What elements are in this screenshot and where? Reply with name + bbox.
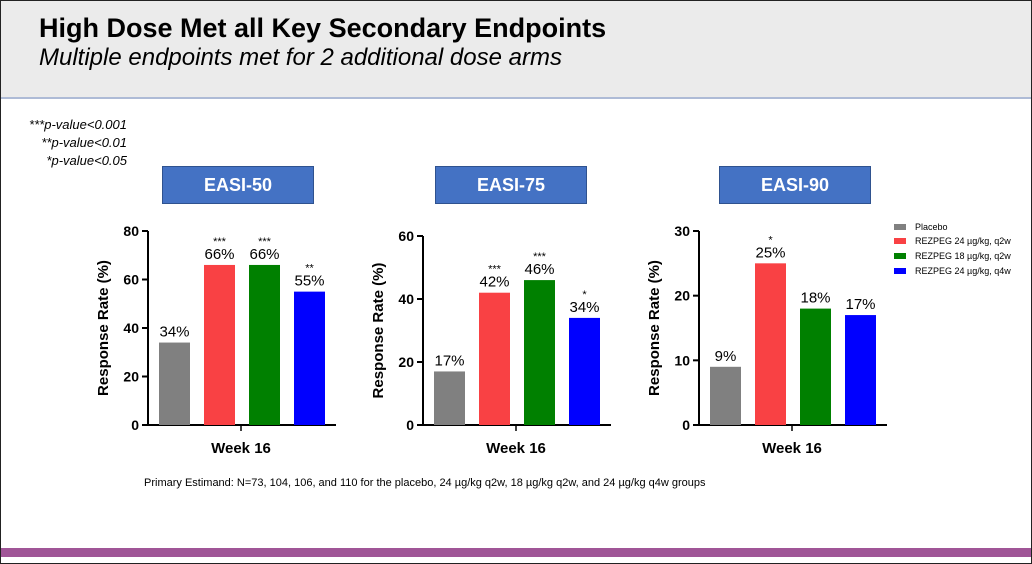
bar xyxy=(204,264,235,425)
y-tick-label: 10 xyxy=(674,352,690,368)
header: High Dose Met all Key Secondary Endpoint… xyxy=(1,1,1031,99)
legend-swatch xyxy=(894,238,906,244)
data-label: 25% xyxy=(755,244,785,261)
y-tick-label: 0 xyxy=(682,417,690,433)
bar xyxy=(294,291,325,425)
x-axis-label: Week 16 xyxy=(486,440,546,457)
data-label: 66% xyxy=(204,246,234,263)
bar xyxy=(479,292,510,425)
x-axis-label: Week 16 xyxy=(211,440,271,457)
data-label: 55% xyxy=(294,273,324,290)
data-label: 46% xyxy=(524,261,554,278)
data-label: 66% xyxy=(249,246,279,263)
y-tick-label: 80 xyxy=(123,223,139,239)
legend-item: REZPEG 18 µg/kg, q2w xyxy=(894,251,1011,261)
y-tick-label: 20 xyxy=(674,288,690,304)
data-label: 17% xyxy=(845,296,875,313)
legend-item: REZPEG 24 µg/kg, q2w xyxy=(894,236,1011,246)
slide-title: High Dose Met all Key Secondary Endpoint… xyxy=(39,13,607,43)
data-label: 42% xyxy=(479,274,509,291)
y-tick-label: 0 xyxy=(131,417,139,433)
pvalue-legend-item: ***p-value<0.001 xyxy=(29,117,127,132)
bar xyxy=(755,263,786,425)
legend-swatch xyxy=(894,253,906,259)
slide-subtitle: Multiple endpoints met for 2 additional … xyxy=(39,44,562,71)
legend-item: Placebo xyxy=(894,222,948,232)
bar xyxy=(524,280,555,425)
bar xyxy=(569,317,600,425)
significance-marker: *** xyxy=(533,251,547,263)
legend-label: REZPEG 18 µg/kg, q2w xyxy=(915,251,1011,261)
pvalue-legend-item: *p-value<0.05 xyxy=(46,153,127,168)
legend-label: Placebo xyxy=(915,222,948,232)
data-label: 34% xyxy=(569,299,599,316)
significance-marker: * xyxy=(768,234,773,246)
bar xyxy=(845,315,876,425)
chart-title-easi-50: EASI-50 xyxy=(162,166,314,204)
y-axis-label: Response Rate (%) xyxy=(370,263,387,399)
data-label: 34% xyxy=(159,324,189,341)
chart-title-easi-90: EASI-90 xyxy=(719,166,871,204)
legend-swatch xyxy=(894,224,906,230)
legend-item: REZPEG 24 µg/kg, q4w xyxy=(894,266,1011,276)
y-tick-label: 20 xyxy=(398,354,414,370)
chart-title-easi-75: EASI-75 xyxy=(435,166,587,204)
legend-label: REZPEG 24 µg/kg, q2w xyxy=(915,236,1011,246)
y-axis-label: Response Rate (%) xyxy=(646,260,663,396)
legend-label: REZPEG 24 µg/kg, q4w xyxy=(915,266,1011,276)
x-axis-label: Week 16 xyxy=(762,440,822,457)
y-tick-label: 60 xyxy=(398,228,414,244)
y-tick-label: 40 xyxy=(123,320,139,336)
y-tick-label: 20 xyxy=(123,369,139,385)
significance-marker: * xyxy=(582,289,587,301)
legend-swatch xyxy=(894,268,906,274)
data-label: 9% xyxy=(715,348,737,365)
y-axis-label: Response Rate (%) xyxy=(95,260,112,396)
y-tick-label: 60 xyxy=(123,272,139,288)
footnote: Primary Estimand: N=73, 104, 106, and 11… xyxy=(144,477,706,489)
data-label: 18% xyxy=(800,290,830,307)
y-tick-label: 0 xyxy=(406,417,414,433)
y-tick-label: 40 xyxy=(398,291,414,307)
significance-marker: *** xyxy=(488,264,502,276)
bar xyxy=(249,264,280,425)
pvalue-legend-item: **p-value<0.01 xyxy=(41,135,127,150)
data-label: 17% xyxy=(434,352,464,369)
bar xyxy=(159,342,190,425)
bar xyxy=(800,308,831,425)
significance-marker: *** xyxy=(258,236,272,248)
pvalue-legend: ***p-value<0.001 **p-value<0.01 *p-value… xyxy=(1,116,127,170)
significance-marker: *** xyxy=(213,236,227,248)
y-tick-label: 30 xyxy=(674,223,690,239)
bar xyxy=(434,371,465,425)
significance-marker: ** xyxy=(305,263,314,275)
bar xyxy=(710,366,741,425)
bottom-bar xyxy=(1,548,1031,557)
